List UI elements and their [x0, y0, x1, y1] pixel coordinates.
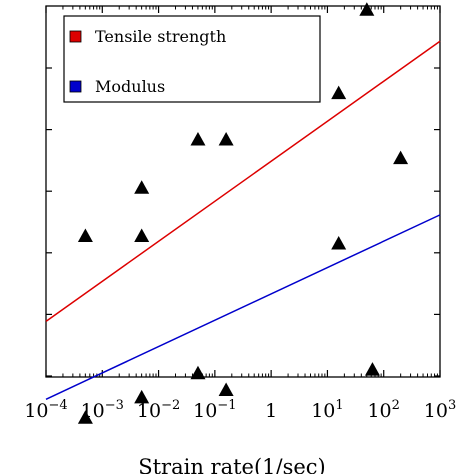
data-point: [77, 228, 93, 243]
data-point: [218, 382, 234, 396]
legend-box: [63, 15, 321, 103]
data-point: [190, 365, 206, 380]
x-axis-ticks: 10−4 10−3 10−2 10−1 1 101 102 103: [24, 6, 456, 422]
data-point: [331, 235, 347, 250]
data-point: [190, 132, 206, 146]
data-point: [134, 228, 150, 243]
x-tick-label: 10−2: [137, 398, 180, 422]
data-point: [359, 2, 375, 16]
legend-label: Modulus: [95, 77, 165, 96]
fit-line: [45, 214, 441, 400]
x-axis-label: Strain rate(1/sec): [138, 455, 326, 474]
x-tick-label: 102: [367, 398, 399, 422]
x-tick-label: 10−4: [24, 398, 67, 422]
data-point: [218, 132, 234, 146]
data-point: [393, 150, 409, 165]
x-tick-label: 1: [265, 400, 277, 422]
data-point: [134, 389, 150, 404]
data-point: [77, 410, 93, 424]
legend-swatch: [69, 30, 82, 43]
x-tick-label: 10−1: [193, 398, 236, 422]
x-tick-label: 101: [311, 398, 343, 422]
x-tick-label: 103: [424, 398, 456, 422]
fit-lines: [45, 40, 441, 400]
data-point: [331, 85, 347, 100]
fit-line: [45, 40, 441, 322]
data-point: [364, 362, 380, 376]
legend-swatch: [69, 80, 82, 93]
y-axis-ticks: [46, 67, 440, 377]
legend-label: Tensile strength: [95, 27, 226, 46]
data-point: [134, 180, 150, 194]
legend: Tensile strength Modulus: [63, 15, 321, 103]
data-points: [77, 2, 409, 424]
